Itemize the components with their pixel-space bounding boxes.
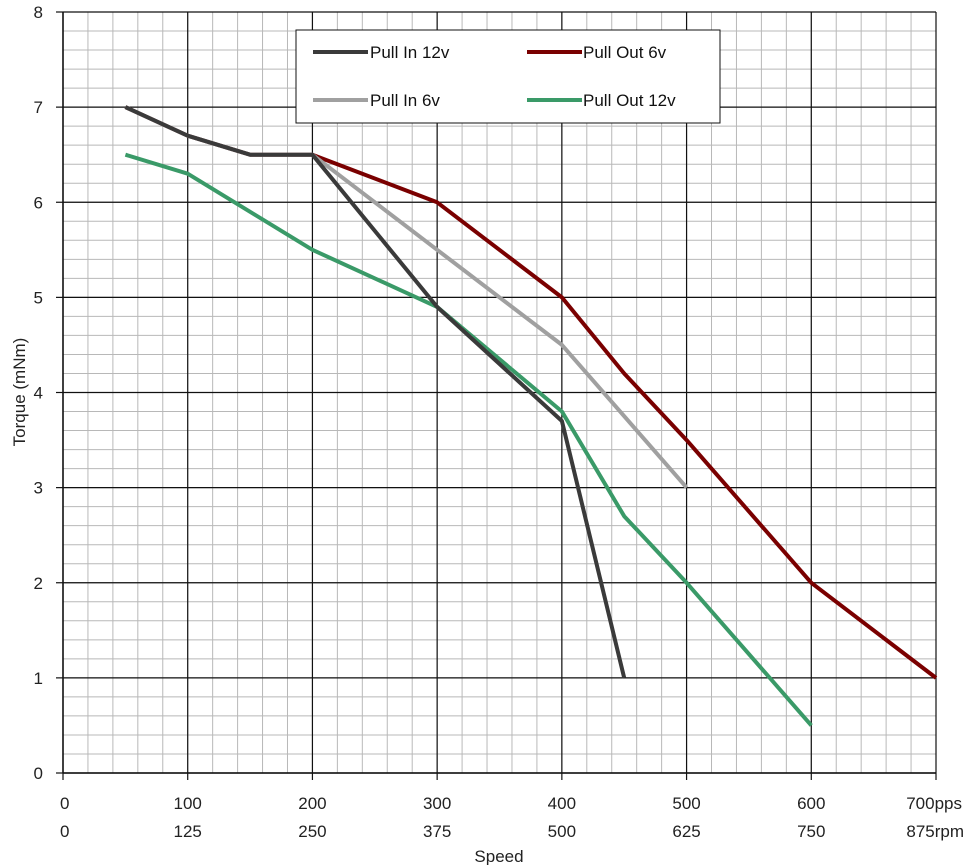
legend-label-pull-out-6v: Pull Out 6v — [583, 43, 667, 62]
x-tick-label-pps: 300 — [423, 794, 451, 813]
x-axis-title: Speed — [474, 847, 523, 865]
major-grid — [62, 11, 937, 774]
x-tick-label-rpm: 375 — [423, 822, 451, 841]
x-tick-label-pps: 0 — [60, 794, 69, 813]
legend-label-pull-in-12v: Pull In 12v — [370, 43, 450, 62]
series-layer — [124, 105, 938, 727]
x-tick-label-rpm: 875rpm — [906, 822, 964, 841]
y-tick-label: 7 — [34, 98, 43, 117]
x-tick-label-pps: 400 — [548, 794, 576, 813]
x-tick-label-rpm: 625 — [672, 822, 700, 841]
legend: Pull In 12v Pull Out 6v Pull In 6v Pull Out… — [295, 29, 721, 124]
x-tick-label-rpm: 250 — [298, 822, 326, 841]
x-tick-label-pps: 100 — [174, 794, 202, 813]
series-line-pull-in-12v — [124, 105, 627, 679]
axes — [56, 11, 937, 780]
y-tick-label: 6 — [34, 193, 43, 212]
legend-label-pull-out-12v: Pull Out 12v — [583, 91, 676, 110]
x-tick-label-rpm: 125 — [174, 822, 202, 841]
x-tick-label-pps: 600 — [797, 794, 825, 813]
legend-label-pull-in-6v: Pull In 6v — [370, 91, 440, 110]
x-tick-label-rpm: 500 — [548, 822, 576, 841]
y-tick-label: 1 — [34, 669, 43, 688]
y-tick-label: 4 — [34, 384, 43, 403]
y-axis-title: Torque (mNm) — [10, 338, 29, 447]
x-tick-label-pps: 500 — [672, 794, 700, 813]
x-tick-label-rpm: 0 — [60, 822, 69, 841]
legend-box — [295, 29, 721, 124]
x-tick-label-pps: 700pps — [906, 794, 962, 813]
x-tick-label-pps: 200 — [298, 794, 326, 813]
x-tick-label-rpm: 750 — [797, 822, 825, 841]
y-tick-label: 8 — [34, 3, 43, 22]
y-tick-label: 2 — [34, 574, 43, 593]
y-tick-label: 3 — [34, 479, 43, 498]
y-tick-label: 5 — [34, 288, 43, 307]
y-tick-label: 0 — [34, 764, 43, 783]
